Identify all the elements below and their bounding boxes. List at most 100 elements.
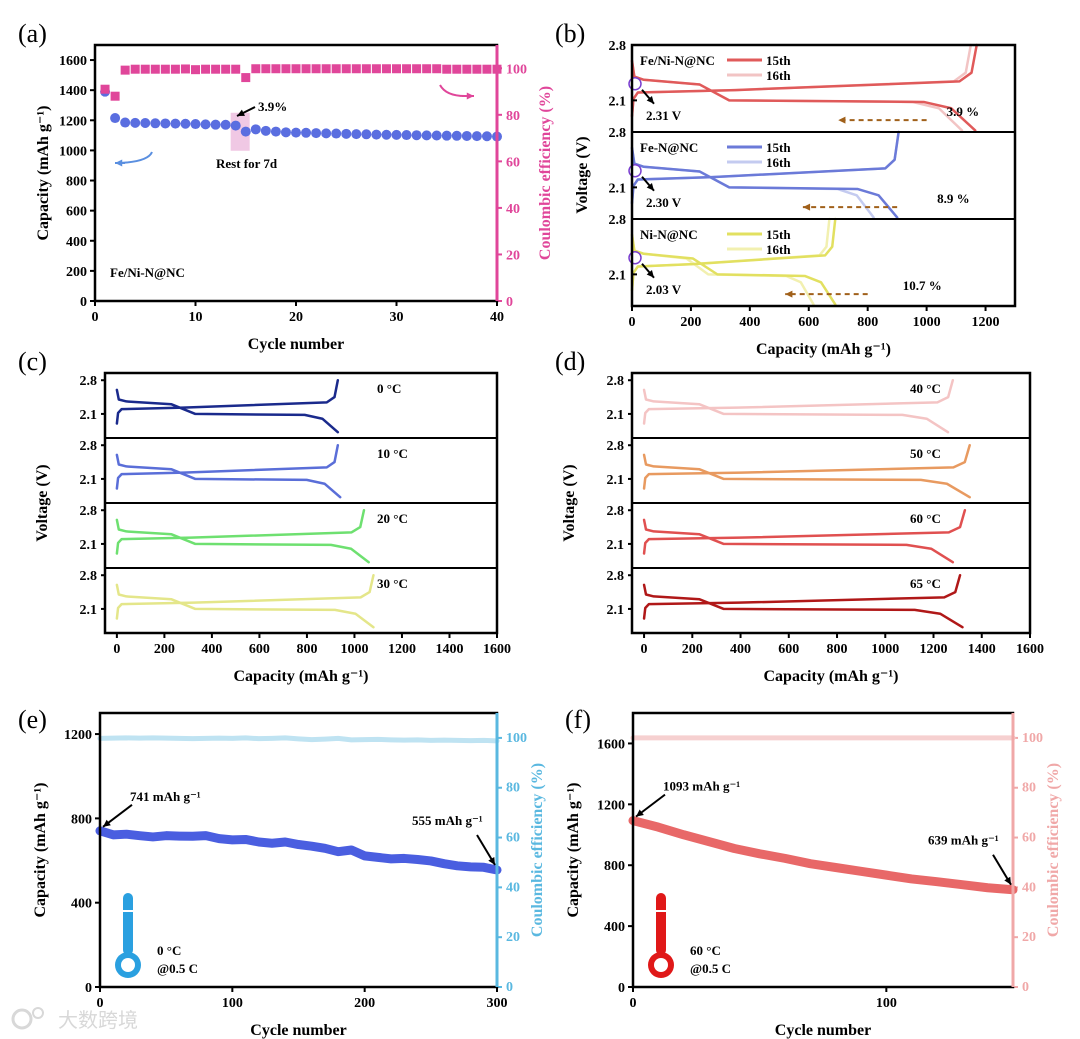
- sample-label: Fe-N@NC: [640, 140, 698, 155]
- capacity-point: [451, 130, 462, 141]
- capacity-point: [150, 118, 161, 129]
- y2-tick-label: 60: [1022, 831, 1036, 846]
- capacity-point: [200, 119, 211, 130]
- ce-point: [211, 64, 221, 74]
- y-tick-label: 400: [604, 920, 625, 935]
- y-tick-label: 2.1: [607, 538, 625, 553]
- x-tick-label: 200: [354, 996, 375, 1011]
- fade-arrow-head: [785, 290, 793, 298]
- y-tick-label: 0: [85, 981, 92, 996]
- watermark-logo-icon: [32, 1007, 44, 1019]
- y2-axis-title: Coulombic efficiency (%): [529, 763, 546, 937]
- y-tick-label: 2.1: [609, 268, 627, 283]
- capacity-point: [260, 125, 271, 136]
- thermometer-stem: [123, 893, 133, 955]
- x-tick-label: 40: [490, 310, 504, 325]
- discharge-curve: [115, 388, 340, 434]
- capacity-point: [170, 118, 181, 129]
- ce-point: [371, 64, 381, 74]
- capacity-point: [270, 126, 281, 137]
- y-tick-label: 2.8: [80, 569, 98, 584]
- x-tick-label: 800: [827, 642, 848, 657]
- capacity-point: [140, 118, 151, 129]
- y-tick-label: 2.1: [80, 408, 98, 423]
- y-tick-label: 200: [66, 265, 87, 280]
- discharge-curve: [115, 518, 370, 564]
- legend-label: 16th: [766, 242, 791, 257]
- y-tick-label: 1000: [59, 144, 87, 159]
- y2-axis-title: Coulombic efficiency (%): [537, 86, 554, 260]
- x-tick-label: 1600: [483, 642, 511, 657]
- y-tick-label: 2.1: [607, 473, 625, 488]
- y-tick-label: 400: [66, 235, 87, 250]
- capacity-line: [95, 826, 502, 875]
- capacity-point: [481, 131, 492, 142]
- charge-curve: [115, 508, 366, 555]
- x-tick-label: 20: [289, 310, 303, 325]
- y-tick-label: 2.1: [80, 538, 98, 553]
- y-tick-label: 2.8: [607, 439, 625, 454]
- capacity-point: [371, 129, 382, 140]
- capacity-point: [311, 128, 322, 139]
- panel-label: (a): [18, 19, 47, 48]
- thermometer-bulb-inner: [121, 958, 135, 972]
- x-tick-label: 0: [97, 996, 104, 1011]
- x-tick-label: 200: [682, 642, 703, 657]
- ce-line: [97, 735, 500, 744]
- capacity-point: [250, 124, 261, 135]
- ce-point: [291, 64, 301, 74]
- capacity-point: [280, 127, 291, 138]
- onset-arrow-head: [646, 183, 654, 191]
- onset-marker: [628, 164, 642, 178]
- end-arrow-head: [1004, 876, 1011, 885]
- temperature-label: 20 °C: [377, 511, 408, 526]
- y-tick-label: 1200: [64, 728, 92, 743]
- ce-point: [281, 64, 291, 74]
- onset-marker: [628, 77, 642, 91]
- charge-curve: [642, 508, 967, 555]
- x-tick-label: 1000: [340, 642, 368, 657]
- y-tick-label: 2.8: [80, 504, 98, 519]
- y2-tick-label: 60: [506, 831, 520, 846]
- x-tick-label: 400: [739, 315, 760, 330]
- y2-tick-label: 0: [1022, 980, 1029, 995]
- panel-label: (f): [565, 705, 591, 734]
- sample-label: Fe/Ni-N@NC: [110, 265, 185, 280]
- x-tick-label: 100: [222, 996, 243, 1011]
- y-tick-label: 2.8: [80, 374, 98, 389]
- discharge-curve: [115, 453, 342, 499]
- y2-tick-label: 0: [506, 295, 513, 310]
- ce-point: [472, 64, 482, 74]
- watermark-logo-icon: [11, 1008, 33, 1030]
- x-tick-label: 400: [730, 642, 751, 657]
- discharge-curve: [642, 583, 964, 629]
- x-tick-label: 1400: [968, 642, 996, 657]
- x-tick-label: 30: [390, 310, 404, 325]
- y-tick-label: 0: [80, 295, 87, 310]
- x-axis-title: Capacity (mAh g⁻¹): [233, 668, 368, 685]
- onset-arrow-head: [646, 96, 654, 104]
- y-tick-label: 1200: [597, 798, 625, 813]
- drop-arrow-head: [237, 109, 245, 116]
- capacity-point: [431, 130, 442, 141]
- capacity-point: [361, 129, 372, 140]
- legend-label: 15th: [766, 227, 791, 242]
- ce-point: [341, 64, 351, 74]
- drop-annotation: 3.9%: [258, 99, 287, 114]
- x-tick-label: 600: [778, 642, 799, 657]
- rest-annotation: Rest for 7d: [216, 156, 278, 171]
- y2-tick-label: 20: [506, 248, 520, 263]
- x-tick-label: 1200: [920, 642, 948, 657]
- capacity-point: [230, 120, 241, 131]
- ce-point: [231, 64, 241, 74]
- ce-point: [110, 91, 120, 101]
- ce-point: [432, 64, 442, 74]
- capacity-point: [110, 113, 121, 124]
- temperature-label: 0 °C: [157, 943, 181, 958]
- watermark: 大数跨境: [58, 1008, 138, 1032]
- panel-d-frame: [630, 371, 1032, 635]
- y-tick-label: 2.8: [609, 39, 627, 54]
- y-axis-title: Capacity (mAh g⁻¹): [565, 782, 582, 917]
- x-tick-label: 10: [189, 310, 203, 325]
- x-tick-label: 0: [629, 315, 636, 330]
